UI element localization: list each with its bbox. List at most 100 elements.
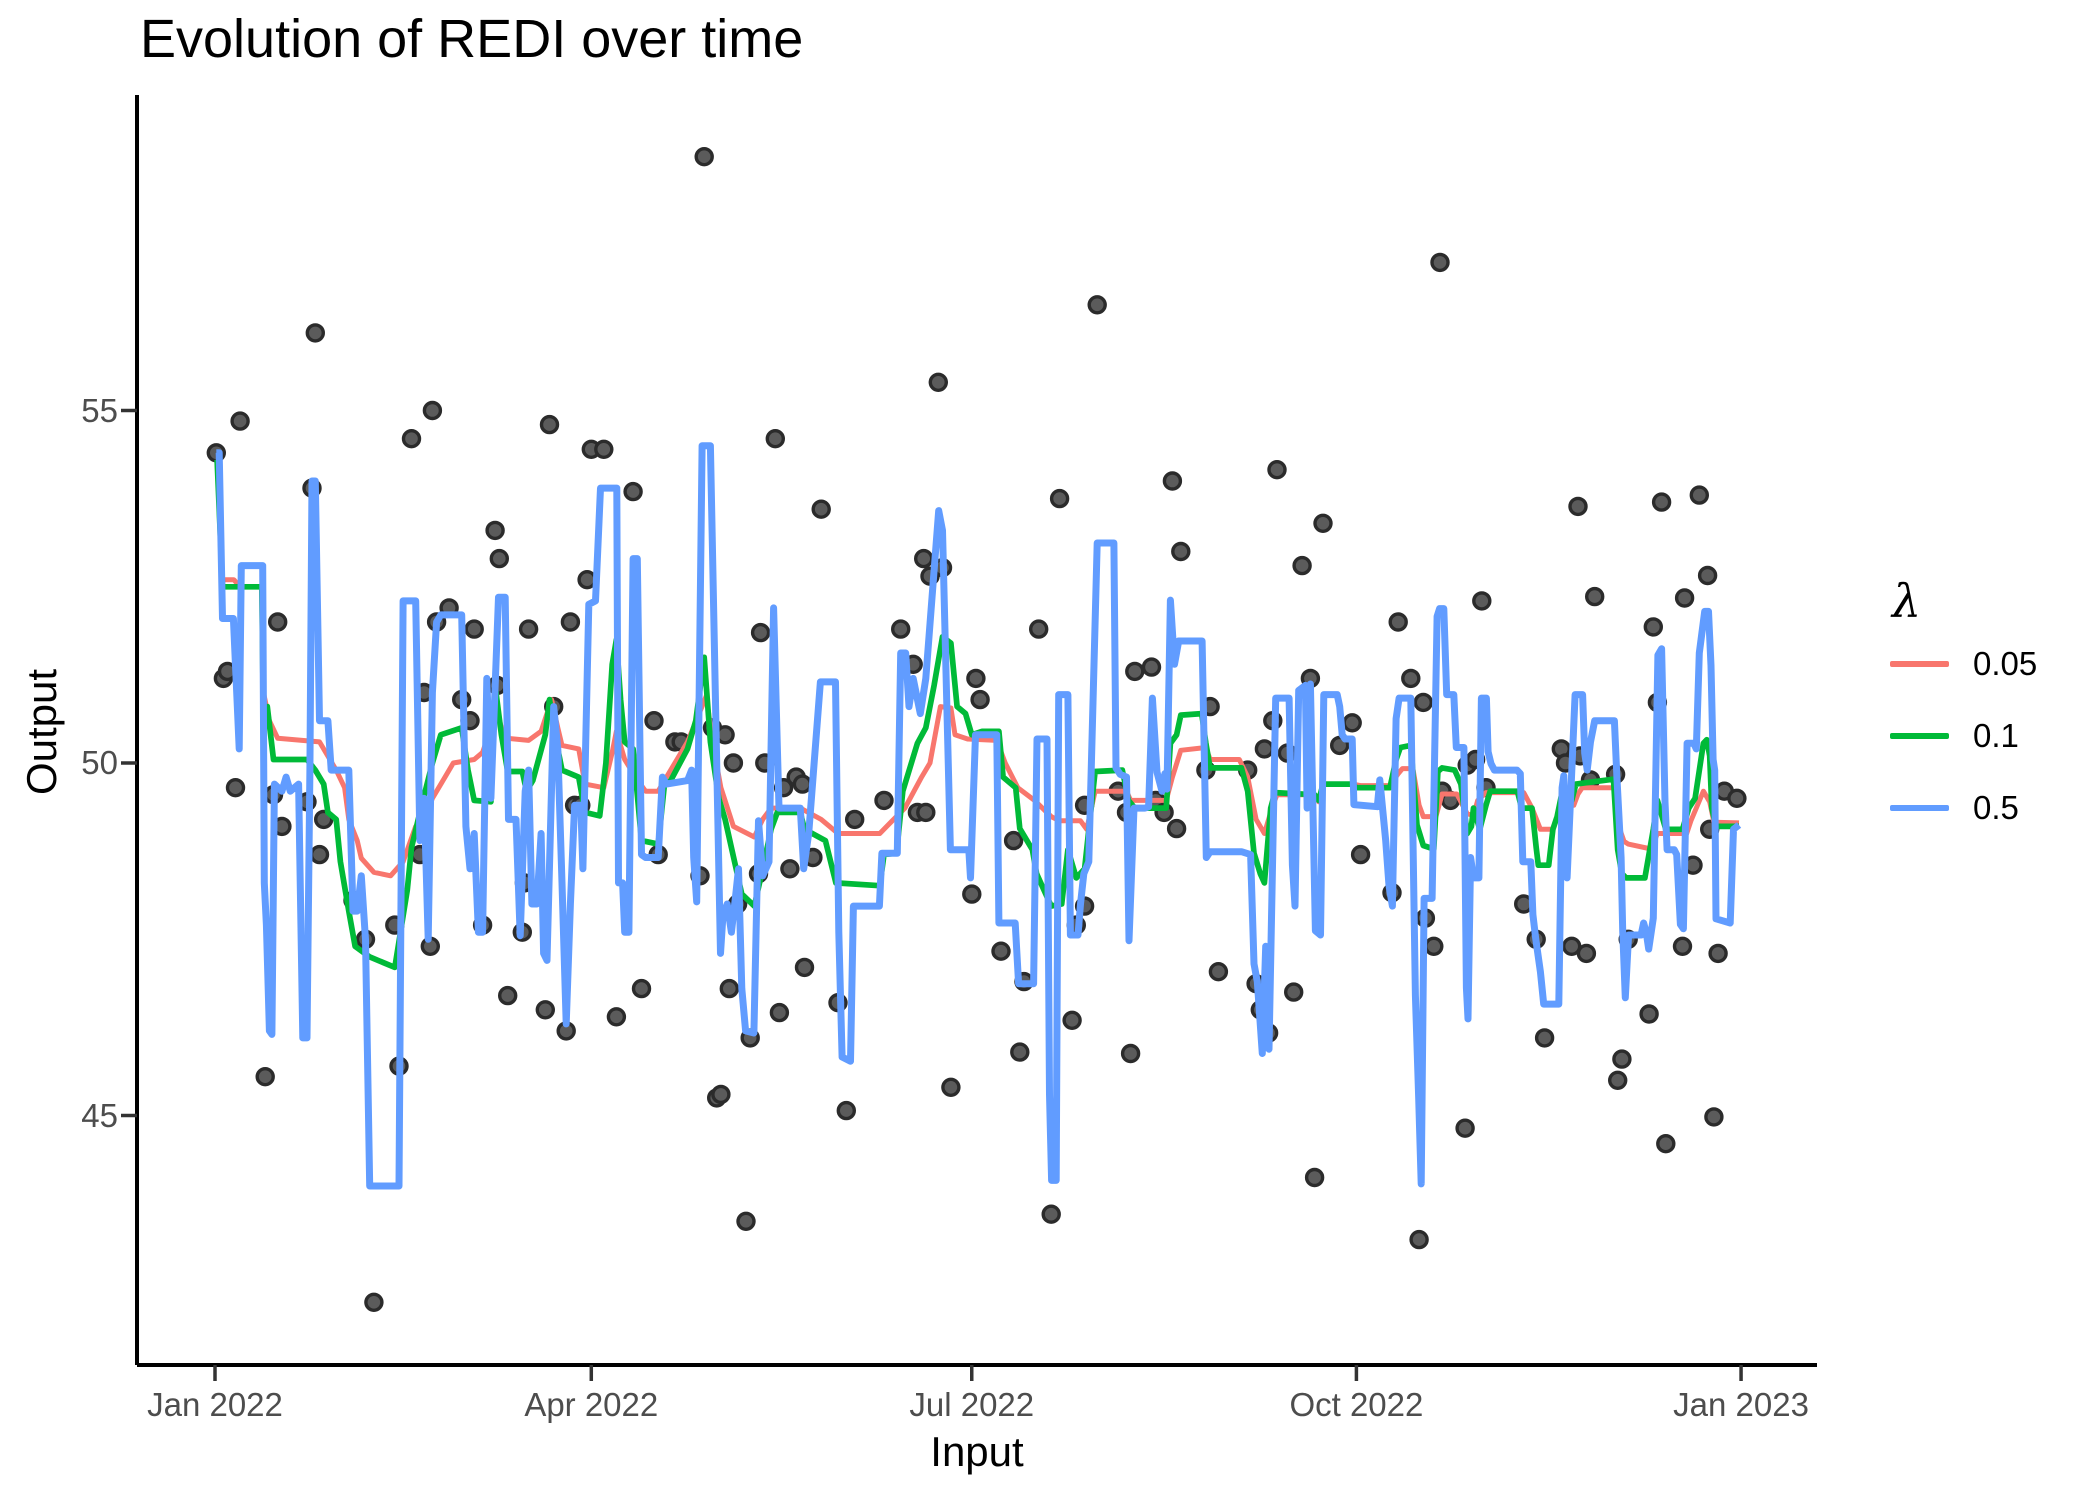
legend-key-line [1890, 805, 1949, 811]
data-point [1561, 936, 1582, 956]
data-point [1028, 619, 1049, 639]
data-point [1643, 617, 1664, 637]
x-tick-label: Apr 2022 [524, 1386, 659, 1423]
x-tick-label: Jul 2022 [909, 1386, 1035, 1423]
data-point [1350, 844, 1371, 865]
x-axis-title: Input [930, 1428, 1024, 1475]
data-point [1607, 1070, 1628, 1091]
data-point [845, 809, 865, 830]
data-point [225, 778, 246, 798]
series-line-0.5 [215, 442, 1742, 1190]
data-point [736, 1211, 756, 1232]
data-point [765, 429, 785, 449]
data-point [1401, 668, 1421, 689]
legend-title: λ [1892, 574, 1922, 628]
data-point [1267, 460, 1287, 480]
data-point [305, 323, 325, 343]
data-point [970, 689, 990, 710]
data-point [966, 668, 986, 689]
data-point [1413, 692, 1434, 713]
data-point [606, 1007, 627, 1027]
data-point [309, 844, 330, 865]
data-point [1062, 1010, 1082, 1030]
data-point [539, 414, 560, 435]
data-point [1697, 565, 1718, 586]
data-point [836, 1100, 856, 1121]
data-point [991, 941, 1011, 961]
data-point [518, 619, 539, 639]
data-point [1120, 1043, 1141, 1064]
data-point [1049, 488, 1070, 509]
legend-entry-label: 0.05 [1973, 645, 2038, 682]
data-point [1125, 661, 1145, 682]
data-point [1674, 588, 1695, 608]
data-point [941, 1077, 961, 1098]
data-point [268, 612, 288, 632]
data-point [535, 1000, 555, 1020]
data-point [1010, 1042, 1030, 1062]
data-point [1708, 943, 1728, 964]
y-tick-label: 45 [81, 1096, 118, 1134]
data-point [1689, 485, 1710, 505]
data-point [1003, 830, 1024, 851]
data-point [1672, 936, 1693, 956]
legend-entry-label: 0.1 [1973, 717, 2019, 754]
data-point [364, 1292, 384, 1313]
data-point [891, 619, 911, 639]
data-point [1162, 471, 1183, 491]
data-point [1584, 586, 1605, 607]
legend-entry-label: 0.5 [1973, 789, 2019, 826]
data-point [1612, 1049, 1632, 1069]
legend-key-line [1890, 733, 1949, 739]
data-point [498, 985, 518, 1006]
data-point [723, 753, 744, 773]
data-point [1304, 1167, 1325, 1188]
data-point [1208, 962, 1229, 982]
data-point [1472, 591, 1492, 611]
series-line-0.05 [214, 459, 1740, 879]
series-line-0.1 [214, 459, 1739, 971]
data-point [916, 802, 936, 823]
data-point [928, 372, 948, 392]
data-point [780, 859, 800, 879]
data-point [914, 548, 934, 569]
legend: λ 0.05 0.1 0.5 [1876, 574, 2100, 844]
x-tick-label: Oct 2022 [1289, 1386, 1424, 1423]
data-point [401, 429, 422, 449]
data-point [1568, 496, 1588, 517]
data-point [874, 790, 894, 811]
data-point [1639, 1004, 1659, 1024]
data-point [422, 400, 443, 421]
x-tick-label: Jan 2023 [1673, 1386, 1809, 1423]
data-point [489, 548, 509, 569]
data-point [1171, 541, 1191, 562]
data-point [811, 499, 831, 519]
data-point [1534, 1028, 1555, 1048]
chart-title: Evolution of REDI over time [140, 9, 804, 69]
data-point [464, 619, 484, 639]
legend-entry: 0.05 [1876, 628, 2100, 700]
data-point [1087, 295, 1107, 315]
data-point [255, 1066, 275, 1087]
data-point [1704, 1107, 1724, 1127]
data-point [1141, 657, 1162, 677]
data-point [694, 146, 714, 167]
legend-entry: 0.5 [1876, 772, 2100, 844]
data-point [792, 774, 813, 794]
data-point [631, 978, 652, 999]
x-tick-label: Jan 2022 [147, 1386, 283, 1423]
data-point [644, 711, 664, 731]
data-point [1576, 943, 1597, 964]
data-point [962, 884, 982, 904]
data-point [769, 1002, 790, 1023]
data-point [1388, 612, 1408, 632]
data-point [230, 411, 250, 431]
data-point [1430, 252, 1450, 273]
data-point [1254, 739, 1275, 759]
data-point [1651, 492, 1672, 512]
data-point [711, 1084, 731, 1105]
data-point [1041, 1204, 1061, 1224]
y-axis-title: Output [18, 668, 65, 796]
data-point [1455, 1118, 1475, 1138]
